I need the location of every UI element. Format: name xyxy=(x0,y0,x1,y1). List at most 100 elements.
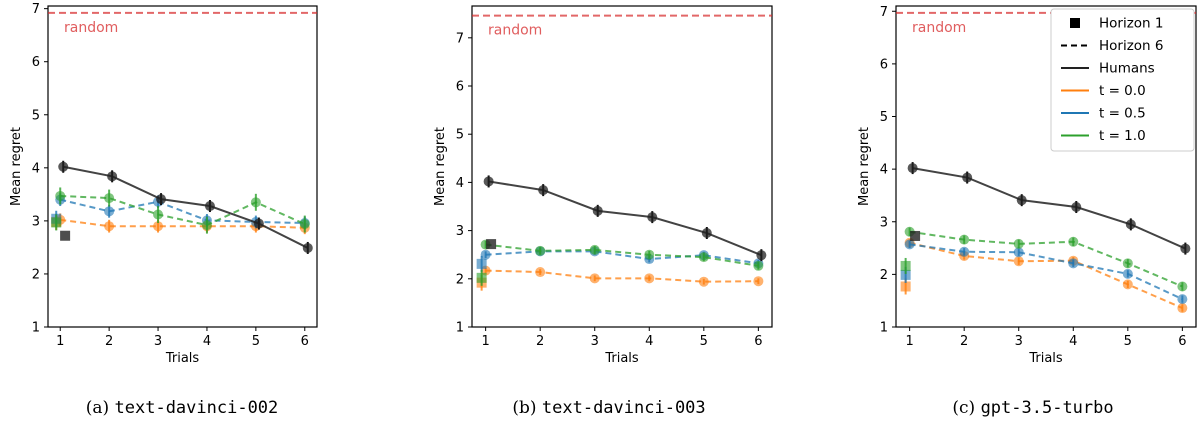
caption-a: (a) text-davinci-002 xyxy=(86,398,279,418)
legend-label: t = 0.5 xyxy=(1099,106,1146,122)
data-point xyxy=(959,246,970,257)
legend-label: t = 0.0 xyxy=(1099,83,1146,99)
x-tick-label: 4 xyxy=(203,334,211,349)
series-line xyxy=(909,243,1183,301)
caption-b-model: text-davinci-003 xyxy=(541,398,706,418)
y-axis-label: Mean regret xyxy=(433,127,448,206)
horizon1-point xyxy=(476,258,487,269)
caption-c: (c) gpt-3.5-turbo xyxy=(952,398,1113,418)
data-point xyxy=(535,245,546,256)
legend-label: t = 1.0 xyxy=(1099,128,1146,144)
plot-frame xyxy=(471,5,773,328)
y-tick-label: 5 xyxy=(880,110,888,125)
data-point xyxy=(1177,294,1188,305)
humans-line xyxy=(488,180,762,257)
series-line xyxy=(60,218,305,229)
humans-point xyxy=(253,218,264,229)
data-point xyxy=(1068,236,1079,247)
series-line xyxy=(485,243,759,267)
x-axis-label: Trials xyxy=(165,351,200,366)
caption-a-prefix: (a) xyxy=(85,398,110,418)
x-axis-label: Trials xyxy=(1028,351,1063,366)
series-humans xyxy=(483,175,767,262)
humans-point xyxy=(58,161,69,172)
data-point xyxy=(153,209,164,220)
caption-b-prefix: (b) xyxy=(512,398,537,418)
data-point xyxy=(1068,258,1079,269)
humans-line xyxy=(912,167,1186,250)
y-tick-label: 2 xyxy=(456,272,464,287)
plot-frame xyxy=(47,5,318,328)
random-label: random xyxy=(912,20,966,36)
horizon1-point xyxy=(476,272,487,283)
x-tick-label: 2 xyxy=(536,334,544,349)
humans-point xyxy=(647,212,658,223)
x-tick-label: 4 xyxy=(1069,334,1077,349)
x-tick-label: 6 xyxy=(301,334,309,349)
data-point xyxy=(1177,281,1188,292)
x-tick-label: 1 xyxy=(905,334,913,349)
series-humans xyxy=(907,162,1191,255)
data-point xyxy=(1013,256,1024,267)
horizon1-point xyxy=(900,281,911,292)
y-tick-label: 3 xyxy=(32,214,40,229)
series-humans xyxy=(58,160,313,254)
x-tick-label: 5 xyxy=(700,334,708,349)
series-10 xyxy=(900,226,1188,292)
y-tick-label: 7 xyxy=(456,31,464,46)
humans-point xyxy=(1071,202,1082,213)
y-tick-label: 3 xyxy=(456,224,464,239)
data-point xyxy=(1122,268,1133,279)
humans-point xyxy=(962,172,973,183)
series-10 xyxy=(476,239,764,286)
humans-point xyxy=(538,185,549,196)
data-point xyxy=(698,252,709,263)
caption-c-model: gpt-3.5-turbo xyxy=(980,398,1114,418)
x-tick-label: 6 xyxy=(1178,334,1186,349)
y-tick-label: 3 xyxy=(880,215,888,230)
y-tick-label: 4 xyxy=(32,161,40,176)
data-point xyxy=(1177,303,1188,314)
y-tick-label: 4 xyxy=(456,176,464,191)
humans-point xyxy=(1016,195,1027,206)
data-point xyxy=(589,273,600,284)
horizon1-point xyxy=(900,269,911,280)
data-point xyxy=(753,260,764,271)
horizon1-point xyxy=(51,217,62,228)
series-line xyxy=(60,194,306,227)
humans-horizon1-point xyxy=(910,230,921,241)
y-tick-label: 1 xyxy=(32,321,40,336)
data-point xyxy=(250,197,261,208)
series-05 xyxy=(900,239,1188,305)
horizon1-point xyxy=(900,260,911,271)
humans-point xyxy=(907,163,918,174)
x-tick-label: 1 xyxy=(481,334,489,349)
x-tick-label: 5 xyxy=(1124,334,1132,349)
legend-label: Humans xyxy=(1099,61,1155,77)
random-label: random xyxy=(64,20,118,36)
x-tick-label: 4 xyxy=(645,334,653,349)
data-point xyxy=(698,276,709,287)
humans-point xyxy=(483,176,494,187)
humans-point xyxy=(756,250,767,261)
x-tick-label: 2 xyxy=(105,334,113,349)
series-line xyxy=(909,230,1183,288)
series-00 xyxy=(51,213,310,235)
data-point xyxy=(1122,279,1133,290)
data-point xyxy=(753,276,764,287)
data-point xyxy=(201,220,212,231)
y-tick-label: 5 xyxy=(456,128,464,143)
y-tick-label: 6 xyxy=(32,55,40,70)
data-point xyxy=(1122,258,1133,269)
y-tick-label: 2 xyxy=(880,268,888,283)
humans-horizon1-point xyxy=(486,239,497,250)
legend-label: Horizon 6 xyxy=(1099,38,1164,54)
chart-panel-1: 1 2 3 4 5 6 1 2 3 4 5 6 7 Trials Mean regret random xyxy=(9,2,318,366)
data-point xyxy=(299,219,310,230)
y-tick-label: 7 xyxy=(32,2,40,17)
humans-point xyxy=(302,242,313,253)
data-point xyxy=(589,244,600,255)
caption-b: (b) text-davinci-003 xyxy=(512,398,705,418)
x-tick-label: 3 xyxy=(1015,334,1023,349)
